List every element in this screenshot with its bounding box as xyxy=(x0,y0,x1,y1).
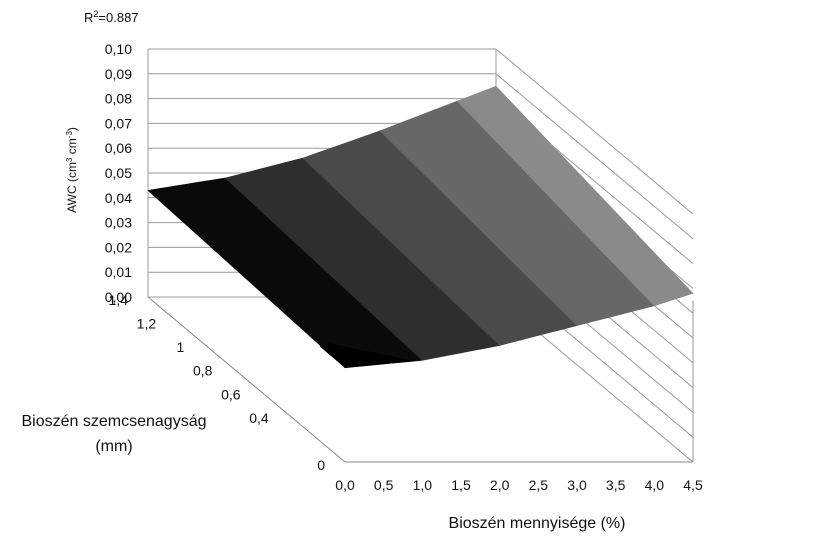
r-squared-annotation: R2=0.887 xyxy=(84,9,139,25)
z-tick-label: 0,03 xyxy=(105,215,132,231)
surface-minimum-region xyxy=(319,343,415,368)
floor-axes xyxy=(147,296,693,463)
amount-tick-label: 3,5 xyxy=(606,477,626,493)
z-tick-label: 0,08 xyxy=(105,91,132,107)
z-tick-label: 0,10 xyxy=(105,41,132,57)
size-tick-label: 0,6 xyxy=(221,386,241,402)
z-tick-label: 0,09 xyxy=(105,66,132,82)
z-axis-ticks: 0,00 0,01 0,02 0,03 0,04 0,05 0,06 0,07 0,08 0,09… xyxy=(105,41,132,305)
z-axis-title: AWC (cm3 cm-3) xyxy=(65,127,80,213)
z-tick-label: 0,07 xyxy=(105,115,132,131)
amount-tick-label: 3,0 xyxy=(567,477,587,493)
amount-tick-label: 1,5 xyxy=(451,477,471,493)
amount-tick-label: 2,0 xyxy=(490,477,510,493)
side-gridline xyxy=(495,48,694,215)
size-tick-label: 1 xyxy=(176,339,184,355)
amount-tick-label: 0,5 xyxy=(374,477,394,493)
size-tick-label: 1,4 xyxy=(109,292,129,308)
amount-tick-label: 4,5 xyxy=(683,477,703,493)
surface-band xyxy=(456,85,694,307)
size-axis-line xyxy=(147,296,346,463)
z-tick-label: 0,02 xyxy=(105,239,132,255)
amount-tick-label: 2,5 xyxy=(529,477,549,493)
z-tick-label: 0,06 xyxy=(105,140,132,156)
size-axis-title-line1: Bioszén szemcsenagyság xyxy=(22,413,207,430)
z-tick-label: 0,00 xyxy=(105,289,132,305)
amount-tick-label: 1,0 xyxy=(413,477,433,493)
side-gridline xyxy=(495,73,694,240)
amount-axis-title: Bioszén mennyisége (%) xyxy=(449,515,626,532)
response-surface xyxy=(147,85,694,369)
size-tick-label: 0,4 xyxy=(249,410,269,426)
amount-tick-label: 0,0 xyxy=(335,477,355,493)
size-axis-ticks: 0 0,4 0,6 0,8 1 1,2 1,4 xyxy=(109,292,326,473)
size-tick-label: 0 xyxy=(317,457,325,473)
z-tick-label: 0,01 xyxy=(105,264,132,280)
z-tick-label: 0,04 xyxy=(105,190,132,206)
size-tick-label: 1,2 xyxy=(137,316,157,332)
size-tick-label: 0,8 xyxy=(193,363,213,379)
size-axis-title-line2: (mm) xyxy=(95,438,132,455)
z-tick-label: 0,05 xyxy=(105,165,132,181)
amount-axis-ticks: 0,0 0,5 1,0 1,5 2,0 2,5 3,0 3,5 4,0 4,5 xyxy=(335,477,703,493)
amount-tick-label: 4,0 xyxy=(645,477,665,493)
